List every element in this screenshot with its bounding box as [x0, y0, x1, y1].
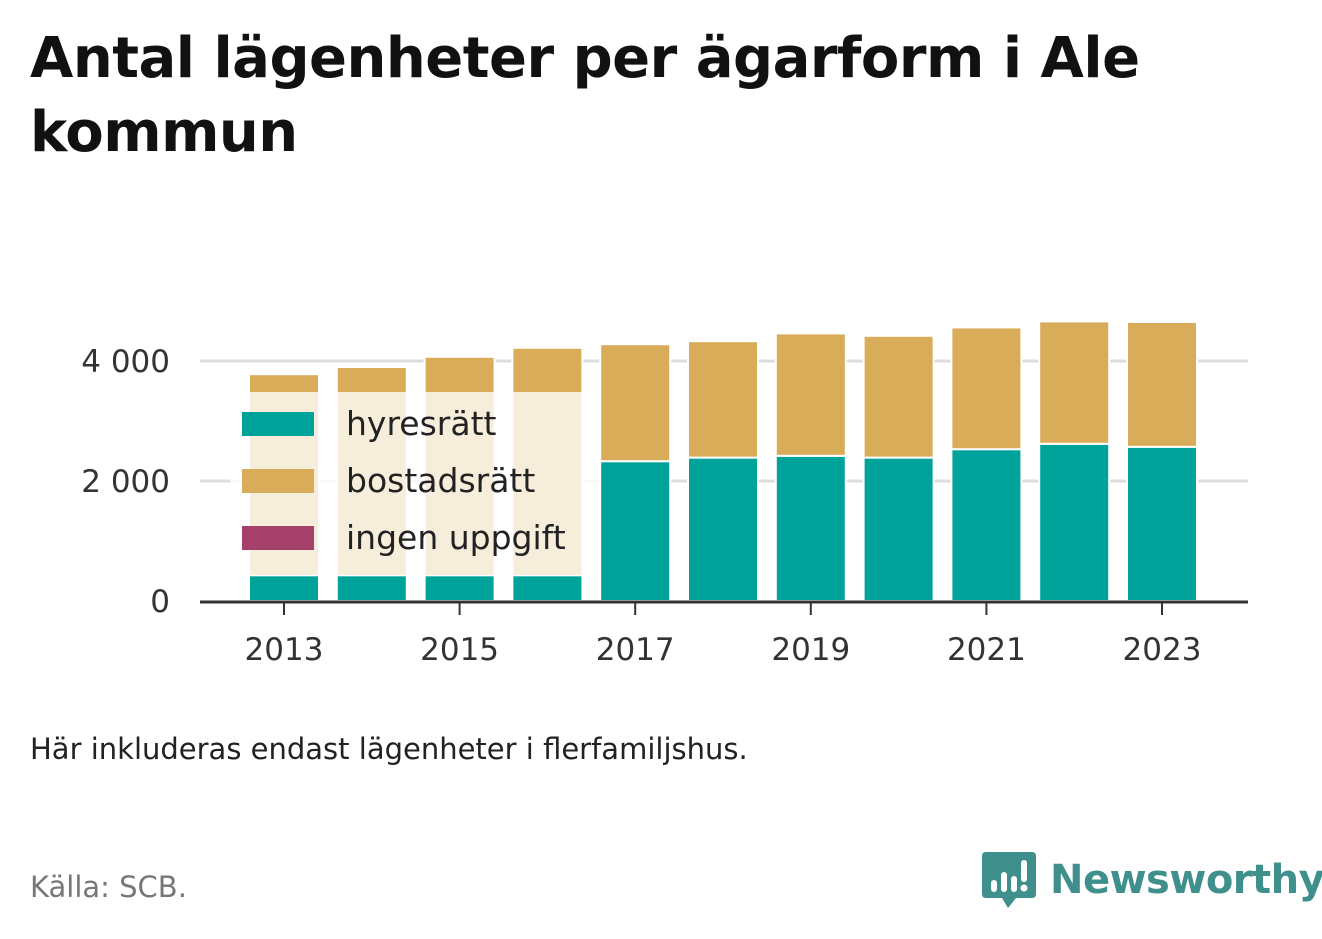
legend-swatch	[242, 412, 314, 436]
y-tick-label: 2 000	[81, 464, 170, 500]
x-tick-label: 2017	[596, 632, 675, 668]
bar-chart-speech-bubble-icon	[982, 852, 1036, 908]
brand-name: Newsworthy	[1050, 857, 1322, 903]
y-tick-label: 4 000	[81, 344, 170, 380]
x-tick-label: 2013	[245, 632, 324, 668]
x-tick-label: 2019	[771, 632, 850, 668]
bar-hyresrätt-2018[interactable]	[687, 456, 759, 602]
x-tick-label: 2023	[1123, 632, 1202, 668]
bar-hyresrätt-2016[interactable]	[511, 574, 584, 603]
bar-bostadsrätt-2023[interactable]	[1126, 321, 1198, 448]
legend-label: bostadsrätt	[346, 461, 535, 500]
bar-hyresrätt-2015[interactable]	[423, 574, 496, 603]
bar-hyresrätt-2022[interactable]	[1038, 442, 1111, 602]
bar-hyresrätt-2017[interactable]	[599, 460, 672, 603]
bar-bostadsrätt-2020[interactable]	[862, 334, 935, 459]
newsworthy-logo[interactable]: Newsworthy	[980, 848, 1322, 912]
chart-note: Här inkluderas endast lägenheter i flerf…	[30, 732, 748, 766]
x-tick-label: 2021	[947, 632, 1026, 668]
bar-hyresrätt-2020[interactable]	[862, 456, 935, 602]
legend-swatch	[242, 526, 314, 550]
y-tick-label: 0	[150, 584, 170, 620]
bar-hyresrätt-2019[interactable]	[774, 454, 847, 602]
legend-label: hyresrätt	[346, 404, 497, 443]
bar-bostadsrätt-2022[interactable]	[1038, 320, 1111, 445]
bar-hyresrätt-2023[interactable]	[1126, 445, 1198, 602]
bar-bostadsrätt-2018[interactable]	[687, 340, 759, 459]
legend: hyresrätt bostadsrätt ingen uppgift	[230, 392, 600, 574]
bar-bostadsrätt-2019[interactable]	[774, 332, 847, 457]
legend-label: ingen uppgift	[346, 518, 566, 557]
legend-swatch	[242, 469, 314, 493]
bar-bostadsrätt-2021[interactable]	[950, 326, 1023, 451]
source-label: Källa: SCB.	[30, 870, 187, 904]
axes: 0 2 000 4 000 2013 2015 2017 2019 2021 2023	[81, 344, 1248, 668]
bar-hyresrätt-2021[interactable]	[950, 448, 1023, 603]
bar-hyresrätt-2014[interactable]	[335, 574, 408, 603]
bar-hyresrätt-2013[interactable]	[248, 574, 320, 603]
chart-title: Antal lägenheter per ägarform i Ale komm…	[30, 26, 1140, 165]
bar-bostadsrätt-2017[interactable]	[599, 343, 672, 463]
x-tick-label: 2015	[420, 632, 499, 668]
